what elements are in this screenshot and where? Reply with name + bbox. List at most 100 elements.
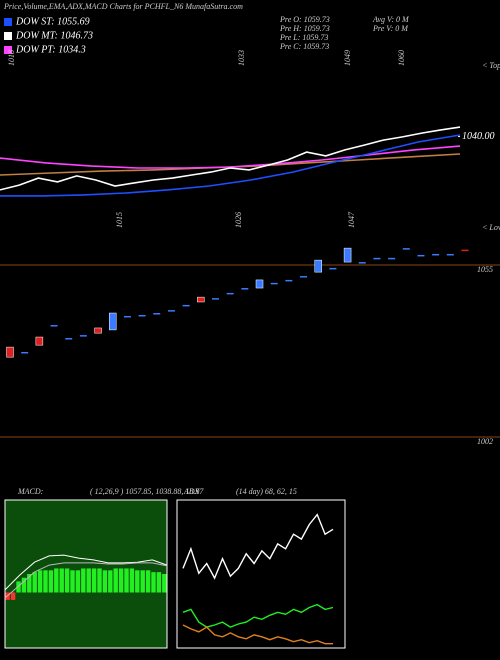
candle xyxy=(182,304,190,307)
info-text: Pre C: 1059.73 xyxy=(279,42,329,51)
histogram-bar xyxy=(156,572,162,593)
candle xyxy=(197,296,205,303)
histogram-bar xyxy=(124,568,129,593)
histogram-bar xyxy=(81,568,86,593)
line-series xyxy=(182,624,333,645)
candle xyxy=(343,247,352,263)
histogram-bar xyxy=(75,570,81,593)
candle xyxy=(255,279,264,289)
candle xyxy=(6,346,14,358)
histogram-bar xyxy=(145,570,151,593)
histogram-bar xyxy=(91,568,97,593)
histogram-bar xyxy=(54,568,59,593)
candle xyxy=(388,257,396,260)
histogram-bar xyxy=(113,568,118,593)
line-series xyxy=(0,145,461,169)
histogram-bar xyxy=(27,574,32,593)
legend-swatch xyxy=(4,32,12,40)
low-label: 1026 xyxy=(234,212,243,228)
line-series xyxy=(4,562,168,599)
legend-label: DOW MT: 1046.73 xyxy=(15,30,93,41)
low-label: 1047 xyxy=(347,211,356,228)
histogram-bar xyxy=(140,570,145,593)
histogram-bar xyxy=(162,574,167,593)
top-note: < Tops xyxy=(482,61,500,70)
candle xyxy=(167,310,175,312)
candle xyxy=(35,336,44,346)
histogram-bar xyxy=(10,592,16,600)
candle xyxy=(285,279,293,282)
line-series xyxy=(182,603,334,628)
candle xyxy=(211,298,219,300)
histogram-bar xyxy=(70,570,75,593)
histogram-bar xyxy=(37,570,43,593)
low-note: < Lows xyxy=(482,223,500,232)
info-text: Pre O: 1059.73 xyxy=(279,15,330,24)
candle xyxy=(402,248,410,250)
histogram-bar xyxy=(97,568,102,593)
candle xyxy=(138,314,146,317)
histogram-bar xyxy=(102,570,108,593)
histogram-bar xyxy=(43,570,48,593)
top-label: 1018 xyxy=(7,50,16,66)
y-tick-label: 1055 xyxy=(477,265,493,274)
candle xyxy=(241,288,249,290)
panel-subtitle: (14 day) 68, 62, 15 xyxy=(236,487,297,496)
candle xyxy=(432,253,440,256)
histogram-bar xyxy=(108,570,113,593)
candle xyxy=(123,315,131,318)
candle xyxy=(21,351,29,354)
info-text: Pre V: 0 M xyxy=(372,24,409,33)
panel-title: MACD: xyxy=(17,487,44,496)
line-series xyxy=(0,126,461,191)
top-label: 1049 xyxy=(343,50,352,66)
candle xyxy=(461,249,469,252)
candle xyxy=(270,282,278,285)
candle xyxy=(226,292,234,295)
info-text: Avg V: 0 M xyxy=(372,15,410,24)
legend-label: DOW ST: 1055.69 xyxy=(15,16,90,27)
histogram-bar xyxy=(21,577,27,593)
candle xyxy=(94,327,102,334)
info-text: Pre L: 1059.73 xyxy=(279,33,328,42)
candle xyxy=(79,335,87,337)
candle xyxy=(50,325,58,327)
candle xyxy=(300,276,308,278)
histogram-bar xyxy=(135,570,140,593)
top-label: 1033 xyxy=(237,50,246,66)
candle xyxy=(108,312,117,331)
histogram-bar xyxy=(48,570,54,593)
info-text: Pre H: 1059.73 xyxy=(279,24,330,33)
histogram-bar xyxy=(59,568,64,593)
legend-label: DOW PT: 1034.3 xyxy=(15,44,86,55)
candle xyxy=(446,253,454,256)
histogram-bar xyxy=(129,568,135,593)
histogram-bar xyxy=(32,572,37,593)
panel-title: ADX xyxy=(183,487,201,496)
line-series xyxy=(182,513,334,580)
page-title: Price,Volume,EMA,ADX,MACD Charts for PCH… xyxy=(3,2,243,11)
histogram-bar xyxy=(118,568,124,593)
histogram-bar xyxy=(86,568,91,593)
candle xyxy=(329,267,337,270)
histogram-bar xyxy=(16,581,21,593)
candle xyxy=(65,338,73,340)
legend-swatch xyxy=(4,18,12,26)
histogram-bar xyxy=(151,572,156,593)
candle xyxy=(358,262,366,264)
histogram-bar xyxy=(64,568,70,593)
y-tick-label: 1040.00 xyxy=(462,131,495,142)
candle xyxy=(153,313,161,315)
candle xyxy=(373,257,381,260)
legend-swatch xyxy=(4,46,12,54)
candle xyxy=(417,254,425,257)
candle xyxy=(314,259,322,273)
low-label: 1015 xyxy=(115,212,124,228)
line-series xyxy=(0,134,461,197)
panel xyxy=(176,499,346,649)
panel-subtitle: ( 12,26,9 ) 1057.85, 1038.88, 18.97 xyxy=(90,487,204,496)
line-series xyxy=(4,554,168,591)
top-label: 1060 xyxy=(397,50,406,66)
y-tick-label: 1002 xyxy=(477,437,493,446)
